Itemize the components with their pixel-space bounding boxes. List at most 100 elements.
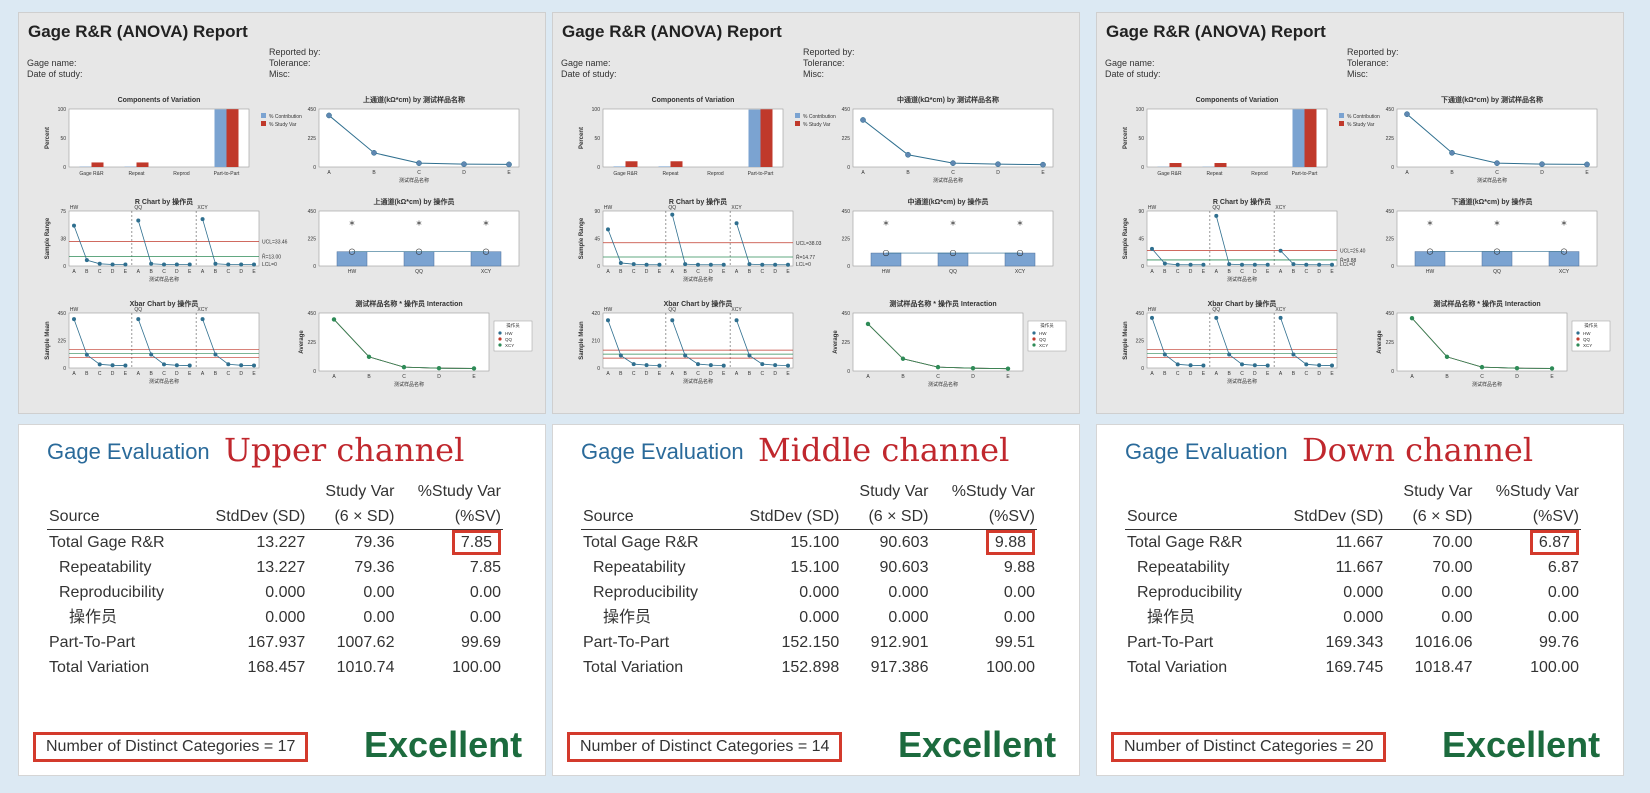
part-label: B: [85, 269, 89, 275]
legend-label: % Study Var: [1347, 122, 1375, 128]
table-row: Repeatability 15.100 90.603 9.88: [593, 559, 1035, 576]
mean-point: [239, 363, 244, 368]
study-var-bar: [1214, 163, 1227, 167]
y-tick-label: 0: [847, 264, 850, 270]
range-point: [721, 262, 726, 267]
part-label: A: [606, 371, 610, 377]
x-axis-label: 测试样品名称: [928, 381, 958, 388]
x-axis-label: 测试样品名称: [933, 177, 963, 184]
legend-marker: [1576, 343, 1580, 347]
y-tick-label: 450: [308, 311, 317, 317]
outlier-marker: ⁎: [950, 216, 956, 228]
contribution-bar: [658, 166, 671, 167]
y-tick-label: 450: [1386, 311, 1395, 317]
y-tick-label: 0: [1391, 165, 1394, 171]
mean-point: [226, 362, 231, 367]
study-var-bar: [760, 109, 773, 167]
tolerance-label: Tolerance:: [269, 58, 311, 68]
operator-label: QQ: [134, 307, 142, 313]
gage-name-label: Gage name:: [27, 58, 77, 68]
part-label: D: [175, 269, 179, 275]
ucl-label: UCL=25.40: [1340, 248, 1366, 254]
ucl-label: UCL=38.03: [796, 241, 822, 247]
mean-point: [84, 352, 89, 357]
outlier-marker: ⁎: [1427, 216, 1433, 228]
y-tick-label: 100: [58, 107, 67, 113]
mean-point: [670, 318, 675, 323]
y-tick-label: 0: [597, 165, 600, 171]
y-tick-label: 50: [1138, 136, 1144, 142]
legend-label: XCY: [505, 343, 514, 348]
mean-point: [1201, 363, 1206, 368]
part-label: E: [188, 269, 192, 275]
part-mean-point: [371, 149, 377, 156]
highlighted-percent: 7.85: [451, 530, 501, 555]
y-tick-label: 0: [1141, 165, 1144, 171]
outlier-marker: ⁎: [1017, 216, 1023, 228]
range-point: [1265, 262, 1270, 267]
distinct-categories-box: Number of Distinct Categories = 20: [1111, 732, 1387, 762]
legend-label: XCY: [1039, 343, 1048, 348]
table-row: Total Gage R&R 15.100 90.603 9.88: [581, 530, 1037, 555]
reported-by-label: Reported by:: [269, 47, 321, 57]
part-label: D: [709, 371, 713, 377]
reported-by-label: Reported by:: [1347, 47, 1399, 57]
y-tick-label: 90: [594, 209, 600, 215]
part-label: E: [1006, 374, 1010, 380]
legend-marker: [498, 331, 502, 335]
mean-point: [174, 363, 179, 368]
tolerance-label: Tolerance:: [1347, 58, 1389, 68]
part-label: A: [137, 371, 141, 377]
mean-point: [631, 362, 636, 367]
part-label: C: [1304, 371, 1308, 377]
mean-point: [760, 362, 765, 367]
range-point: [760, 262, 765, 267]
panel-title: Xbar Chart by 操作员: [1208, 299, 1277, 308]
legend-label: HW: [1583, 331, 1591, 336]
operator-label: HW: [1148, 307, 1157, 313]
interaction-point: [865, 321, 871, 327]
part-label: A: [327, 170, 331, 176]
plot-area: [318, 312, 490, 372]
operator-label: HW: [348, 269, 357, 275]
part-label: E: [786, 371, 790, 377]
category-label: Gage R&R: [613, 171, 638, 177]
legend-marker: [498, 337, 502, 341]
interaction-point: [331, 317, 337, 322]
operator-label: XCY: [481, 269, 492, 275]
part-label: D: [1189, 371, 1193, 377]
part-label: E: [1202, 371, 1206, 377]
operator-label: QQ: [1493, 269, 1501, 275]
part-mean-point: [950, 160, 956, 166]
category-label: Reprod: [1251, 171, 1268, 177]
x-axis-label: 测试样品名称: [683, 378, 713, 385]
mean-point: [657, 363, 662, 368]
operator-label: HW: [70, 307, 79, 313]
operator-label: HW: [604, 205, 613, 211]
range-point: [747, 262, 752, 267]
part-label: B: [748, 371, 752, 377]
table-row: Repeatability 13.227 79.36 7.85: [59, 559, 501, 576]
evaluation-heading: Gage Evaluation: [47, 439, 210, 464]
y-axis-label: Average: [299, 330, 305, 354]
outlier-marker: ⁎: [883, 216, 889, 228]
reported-by-label: Reported by:: [803, 47, 855, 57]
mean-point: [72, 317, 76, 322]
verdict-label: Excellent: [364, 724, 523, 765]
mean-point: [1175, 362, 1180, 367]
col-sd: StdDev (SD): [1270, 504, 1386, 530]
legend-marker: [1576, 331, 1580, 335]
y-axis-label: Average: [833, 330, 839, 354]
part-mean-point: [1494, 160, 1500, 166]
interaction-point: [1444, 354, 1450, 360]
col-sd: StdDev (SD): [192, 504, 308, 530]
legend-marker: [1032, 337, 1036, 341]
study-var-bar: [136, 162, 149, 167]
panel-title: Components of Variation: [652, 97, 735, 104]
y-tick-label: 100: [592, 107, 601, 113]
part-label: A: [1410, 374, 1414, 380]
col-sv-1: Study Var: [1403, 483, 1473, 500]
range-point: [1227, 262, 1232, 267]
range-point: [213, 261, 218, 266]
mean-point: [1317, 363, 1322, 368]
